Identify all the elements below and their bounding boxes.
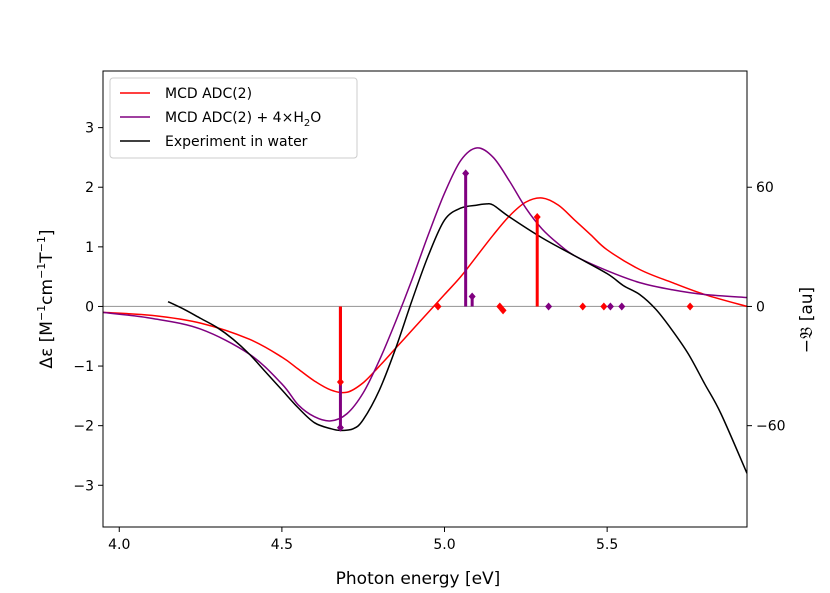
x-axis-ticks: 4.0 4.5 5.0 5.5 bbox=[108, 527, 618, 553]
stick-layer bbox=[336, 169, 694, 432]
y-axis-label: Δε [M−1cm−1T−1] bbox=[35, 229, 57, 368]
y-tick-label: 3 bbox=[85, 121, 94, 137]
y2-axis-ticks: −60 0 60 bbox=[747, 180, 786, 435]
legend-label-adc2-water: MCD ADC(2) + 4×H2O bbox=[165, 110, 321, 129]
y-tick-label: 1 bbox=[85, 240, 94, 256]
y-axis-ticks: −3 −2 −1 0 1 2 3 bbox=[73, 121, 103, 494]
stick-marker bbox=[533, 213, 541, 222]
x-tick-label: 4.0 bbox=[108, 537, 130, 553]
legend: MCD ADC(2) MCD ADC(2) + 4×H2O Experiment… bbox=[109, 77, 358, 159]
stick-marker bbox=[600, 302, 608, 311]
series-line-mcd-adc-2 bbox=[103, 197, 747, 394]
y2-tick-label: 0 bbox=[756, 299, 765, 315]
y2-tick-label: 60 bbox=[756, 180, 774, 196]
stick-marker bbox=[499, 306, 507, 315]
plot-frame bbox=[102, 70, 748, 528]
series-layer bbox=[103, 147, 747, 474]
stick-marker bbox=[618, 302, 626, 311]
y-tick-label: −3 bbox=[73, 478, 94, 494]
stick-marker bbox=[545, 302, 553, 311]
stick-marker bbox=[336, 377, 344, 386]
stick-marker bbox=[606, 302, 614, 311]
x-tick-label: 4.5 bbox=[271, 537, 293, 553]
y-tick-label: 2 bbox=[85, 180, 94, 196]
legend-label-adc2: MCD ADC(2) bbox=[165, 86, 252, 102]
legend-box bbox=[109, 77, 358, 159]
stick-marker bbox=[434, 302, 442, 311]
y2-axis-label: −𝔅 [au] bbox=[797, 287, 817, 353]
y-tick-label: −2 bbox=[73, 419, 94, 435]
x-tick-label: 5.5 bbox=[596, 537, 618, 553]
legend-label-experiment: Experiment in water bbox=[165, 134, 308, 150]
stick-marker bbox=[462, 169, 470, 178]
y-tick-label: −1 bbox=[73, 359, 94, 375]
x-tick-label: 5.0 bbox=[433, 537, 455, 553]
stick-marker bbox=[336, 423, 344, 432]
y-tick-label: 0 bbox=[85, 299, 94, 315]
x-axis-label: Photon energy [eV] bbox=[336, 569, 501, 589]
series-line-experiment-in-water bbox=[167, 202, 747, 474]
stick-marker bbox=[579, 302, 587, 311]
stick-marker bbox=[468, 292, 476, 301]
y2-tick-label: −60 bbox=[756, 419, 786, 435]
stick-marker bbox=[686, 302, 694, 311]
